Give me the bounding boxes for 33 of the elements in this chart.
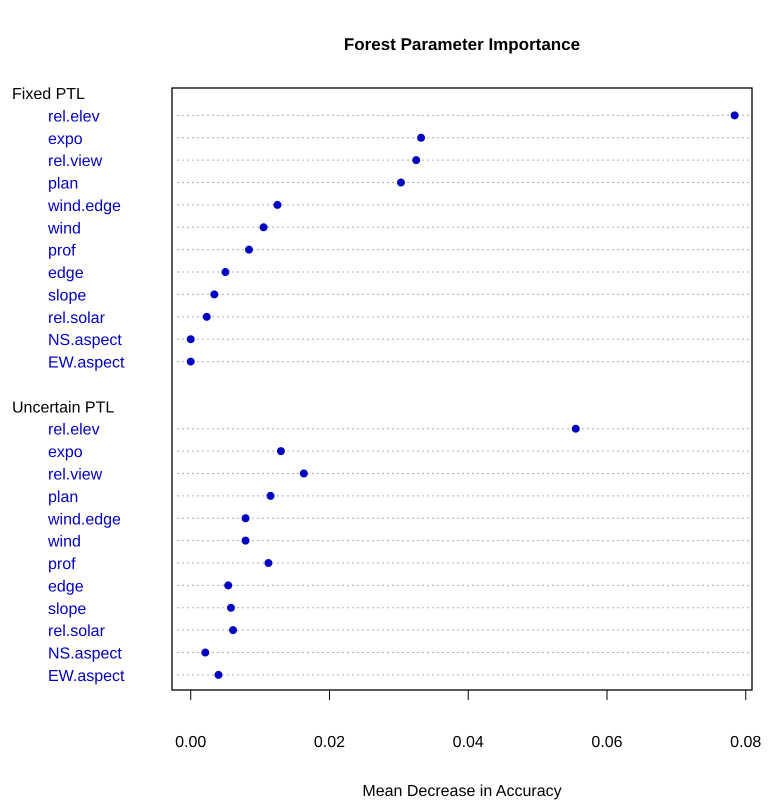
y-tick-label: rel.solar (48, 623, 106, 640)
y-tick-label: rel.elev (48, 108, 100, 126)
y-tick-label: slope (48, 287, 86, 304)
y-tick-label: rel.view (48, 153, 103, 170)
y-tick-label: slope (48, 600, 86, 618)
y-tick-label: EW.aspect (48, 668, 126, 685)
y-tick-label: edge (48, 265, 84, 282)
x-axis-title: Mean Decrease in Accuracy (362, 783, 562, 800)
x-tick-label: 0.02 (314, 734, 346, 751)
y-tick-label: plan (48, 176, 78, 193)
y-tick-label: rel.elev (48, 422, 100, 439)
y-tick-label: wind (47, 534, 81, 551)
y-tick-label: expo (48, 444, 83, 462)
y-tick-label: NS.aspect (48, 332, 122, 350)
text: Uncertain PTL (12, 399, 114, 416)
y-tick-label: prof (48, 242, 76, 260)
y-tick-label: plan (48, 488, 78, 506)
chart-title: Forest Parameter Importance (344, 35, 580, 54)
x-tick-label: 0.00 (175, 734, 206, 751)
y-tick-label: wind.edge (47, 511, 122, 528)
y-tick-label: expo (48, 130, 83, 148)
x-tick-label: 0.06 (591, 734, 623, 751)
x-tick-label: 0.08 (730, 734, 762, 751)
y-tick-label: NS.aspect (48, 646, 122, 663)
y-tick-label: rel.solar (48, 310, 106, 327)
text: Fixed PTL (12, 86, 86, 103)
y-tick-label: wind (47, 220, 81, 238)
y-tick-label: prof (48, 556, 76, 574)
x-tick-label: 0.04 (452, 734, 484, 751)
y-tick-label: EW.aspect (48, 354, 126, 372)
y-tick-label: wind.edge (47, 198, 122, 215)
y-tick-label: edge (48, 578, 84, 596)
y-tick-label: rel.view (48, 466, 103, 484)
